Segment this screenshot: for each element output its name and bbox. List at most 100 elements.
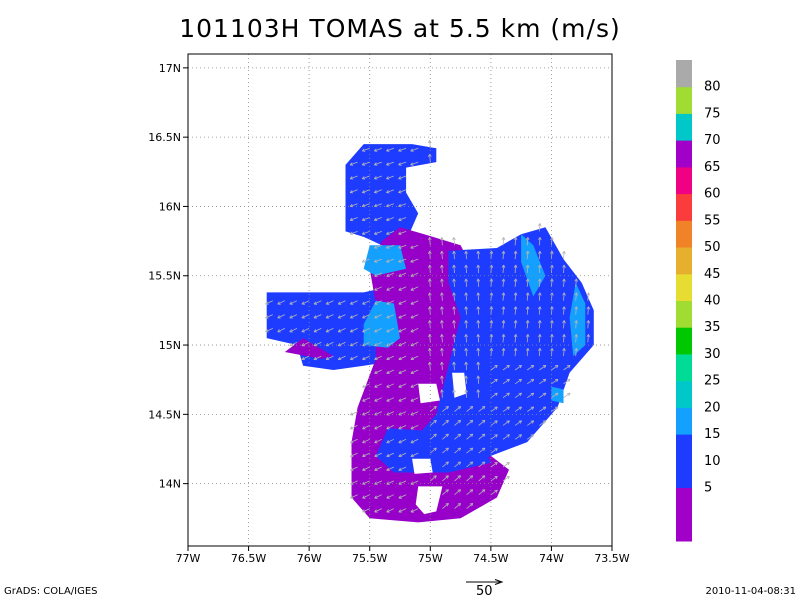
- wind-arrow: [537, 264, 542, 274]
- wind-arrow: [539, 365, 547, 371]
- wind-arrow: [410, 438, 419, 444]
- y-tick-label: 14N: [159, 478, 181, 491]
- wind-arrow: [277, 300, 286, 305]
- wind-arrow: [313, 300, 322, 305]
- wind-arrow: [398, 300, 407, 305]
- colorbar-label: 75: [704, 106, 721, 121]
- colorbar-swatch: [676, 460, 692, 488]
- wind-arrow: [410, 328, 419, 333]
- wind-arrow: [374, 397, 382, 402]
- wind-arrow: [301, 341, 310, 347]
- wind-arrow: [410, 397, 419, 402]
- wind-arrow: [551, 378, 559, 385]
- wind-arrow: [440, 264, 444, 274]
- wind-arrow: [361, 175, 370, 180]
- wind-arrow: [464, 375, 468, 384]
- wind-arrow: [501, 306, 506, 315]
- colorbar-swatch: [676, 60, 692, 88]
- wind-arrow: [501, 250, 506, 260]
- wind-arrow: [466, 489, 474, 496]
- latitude-axis: 14N 14.5N 15N 15.5N 16N 16.5N 17N: [148, 62, 188, 491]
- wind-arrow: [464, 389, 468, 398]
- wind-arrow: [386, 397, 395, 402]
- wind-arrow: [361, 258, 370, 263]
- wind-arrow: [337, 355, 346, 361]
- wind-arrow: [349, 466, 358, 471]
- region-hole-4: [452, 372, 467, 398]
- wind-arrow: [513, 278, 518, 287]
- wind-arrow: [362, 328, 370, 333]
- reference-vector-label: 50: [476, 584, 493, 599]
- wind-arrow: [374, 425, 382, 430]
- wind-arrow: [386, 494, 395, 499]
- wind-arrow: [563, 392, 571, 399]
- wind-arrow: [440, 361, 444, 371]
- wind-arrow: [476, 361, 481, 371]
- wind-arrow: [476, 306, 481, 315]
- wind-arrow: [440, 347, 444, 357]
- wind-arrow: [550, 292, 554, 301]
- wind-arrow: [349, 161, 358, 166]
- wind-arrow: [501, 278, 506, 287]
- wind-arrow: [476, 264, 481, 274]
- wind-arrow: [362, 341, 370, 347]
- wind-arrow: [374, 231, 382, 235]
- wind-arrow: [525, 306, 530, 315]
- wind-arrow: [374, 480, 382, 485]
- wind-arrow: [501, 347, 506, 357]
- wind-arrow: [373, 244, 382, 249]
- wind-arrow: [525, 320, 530, 329]
- wind-arrow: [374, 466, 382, 471]
- wind-arrow: [301, 328, 310, 333]
- wind-arrow: [349, 341, 358, 347]
- wind-arrow: [362, 494, 370, 499]
- wind-arrow: [563, 365, 571, 371]
- colorbar-label: 65: [704, 160, 721, 175]
- wind-arrow: [289, 300, 298, 305]
- wind-arrow: [398, 369, 407, 374]
- wind-arrow: [466, 419, 474, 426]
- wind-arrow: [478, 433, 486, 440]
- wind-arrow: [265, 300, 273, 305]
- wind-arrow: [374, 452, 382, 458]
- wind-arrow: [464, 292, 468, 301]
- wind-arrow: [526, 378, 535, 385]
- wind-arrow: [452, 264, 456, 274]
- wind-arrow: [476, 375, 481, 384]
- wind-arrow: [398, 452, 407, 458]
- colorbar-swatch: [676, 327, 692, 355]
- wind-arrow: [502, 392, 510, 399]
- wind-arrow: [349, 314, 358, 319]
- wind-arrow: [490, 475, 498, 482]
- colorbar-swatch: [676, 273, 692, 301]
- wind-arrow: [537, 292, 542, 301]
- map-title: 101103H TOMAS at 5.5 km (m/s): [179, 14, 621, 43]
- wind-arrow: [349, 411, 358, 416]
- wind-arrow: [464, 306, 468, 315]
- colorbar-label: 45: [704, 267, 721, 282]
- colorbar-label: 60: [704, 187, 721, 202]
- wind-arrow: [442, 475, 449, 482]
- wind-arrow: [410, 355, 419, 361]
- wind-arrow: [325, 341, 334, 347]
- wind-arrow: [490, 378, 498, 385]
- wind-arrow: [464, 347, 468, 357]
- y-tick-label: 16.5N: [148, 131, 181, 144]
- wind-arrow: [514, 434, 522, 440]
- colorbar-label: 20: [704, 400, 721, 415]
- wind-arrow: [574, 347, 578, 357]
- wind-arrow: [539, 406, 547, 412]
- x-tick-label: 73.5W: [594, 552, 629, 565]
- wind-arrow: [349, 480, 358, 485]
- wind-arrow: [349, 438, 358, 444]
- y-tick-label: 15N: [159, 339, 181, 352]
- wind-arrow: [361, 161, 370, 166]
- wind-arrow: [586, 292, 591, 301]
- x-tick-label: 75W: [418, 552, 443, 565]
- wind-arrow: [301, 300, 310, 305]
- wind-arrow: [313, 341, 322, 347]
- x-tick-label: 77W: [176, 552, 201, 565]
- wind-arrow: [537, 334, 542, 343]
- wind-arrow: [325, 355, 334, 361]
- region-hole-1: [418, 383, 440, 404]
